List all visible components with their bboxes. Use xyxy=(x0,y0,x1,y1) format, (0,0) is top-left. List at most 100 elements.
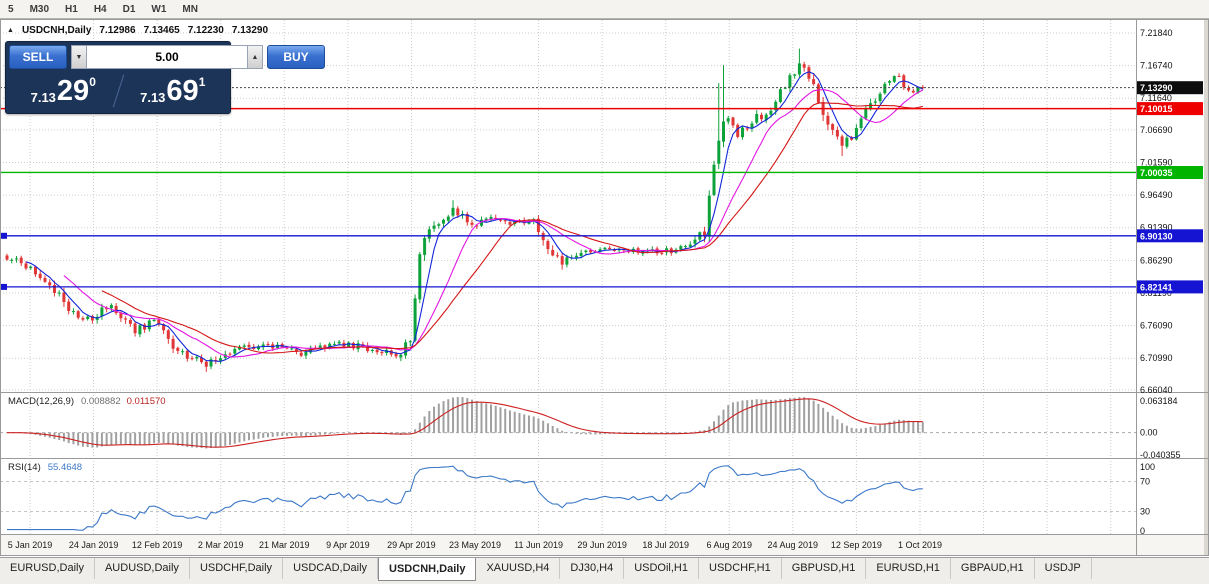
svg-text:21 Mar 2019: 21 Mar 2019 xyxy=(259,540,310,550)
collapse-icon: ▲ xyxy=(7,27,14,34)
bid-pip-digit: 0 xyxy=(89,75,96,89)
chart-symbol-label: USDCNH,Daily xyxy=(21,25,92,36)
rsi-indicator xyxy=(0,465,1136,531)
trade-controls-row: SELL ▼ ▲ BUY xyxy=(9,45,325,69)
current-price-badge: 7.13290 xyxy=(1137,81,1203,95)
bid-price[interactable]: 7.13 29 0 xyxy=(9,72,118,110)
svg-text:30: 30 xyxy=(1140,507,1150,517)
svg-text:6.66040: 6.66040 xyxy=(1140,385,1173,395)
rsi-indicator-label: RSI(14) 55.4648 xyxy=(8,462,82,473)
chart-tab-xauusd-h4[interactable]: XAUUSD,H4 xyxy=(476,558,561,579)
chart-tab-usdoil-h1[interactable]: USDOil,H1 xyxy=(624,558,699,579)
svg-text:1 Oct 2019: 1 Oct 2019 xyxy=(898,540,942,550)
indicator-axes: 0.063184 0.00 -0.040355 100 70 30 0 xyxy=(1140,396,1181,536)
svg-text:5 Jan 2019: 5 Jan 2019 xyxy=(8,540,53,550)
level-price-badge: 7.00035 xyxy=(1137,166,1203,179)
ohlc-close: 7.13290 xyxy=(231,25,269,36)
svg-text:7.01590: 7.01590 xyxy=(1140,158,1173,168)
level-price-badge: 6.90130 xyxy=(1137,229,1203,243)
svg-text:6.70990: 6.70990 xyxy=(1140,353,1173,363)
svg-text:0.00: 0.00 xyxy=(1140,428,1158,438)
period-button-5[interactable]: 5 xyxy=(1,1,21,18)
svg-text:9 Apr 2019: 9 Apr 2019 xyxy=(326,540,370,550)
macd-name: MACD(12,26,9) xyxy=(8,396,74,407)
period-button-w1[interactable]: W1 xyxy=(144,1,173,18)
svg-text:6.82141: 6.82141 xyxy=(1140,282,1173,292)
period-button-d1[interactable]: D1 xyxy=(116,1,143,18)
svg-text:6.96490: 6.96490 xyxy=(1140,190,1173,200)
macd-main-value: 0.008882 xyxy=(81,396,121,407)
period-button-h1[interactable]: H1 xyxy=(58,1,85,18)
bid-prefix: 7.13 xyxy=(30,90,56,105)
svg-text:11 Jun 2019: 11 Jun 2019 xyxy=(514,540,563,550)
price-axis[interactable]: 7.21840 7.16740 7.11640 7.06690 7.01590 6.964… xyxy=(1137,28,1203,395)
level-price-badge: 6.82141 xyxy=(1137,280,1203,294)
chart-tab-gbpusd-h1[interactable]: GBPUSD,H1 xyxy=(782,558,867,579)
ohlc-high: 7.13465 xyxy=(143,25,180,36)
chart-tab-eurusd-daily[interactable]: EURUSD,Daily xyxy=(0,558,95,579)
level-price-badge: 7.10015 xyxy=(1137,102,1203,116)
svg-text:100: 100 xyxy=(1140,462,1155,472)
svg-text:2 Mar 2019: 2 Mar 2019 xyxy=(198,540,244,550)
chart-tab-eurusd-h1[interactable]: EURUSD,H1 xyxy=(866,558,951,579)
ask-price[interactable]: 7.13 69 1 xyxy=(119,72,228,110)
svg-text:12 Sep 2019: 12 Sep 2019 xyxy=(831,540,882,550)
volume-control: ▼ ▲ xyxy=(71,45,263,69)
bid-big-digits: 29 xyxy=(56,75,90,107)
svg-text:0: 0 xyxy=(1140,526,1145,536)
chart-tab-usdcad-daily[interactable]: USDCAD,Daily xyxy=(283,558,379,579)
chart-tab-dj30-h4[interactable]: DJ30,H4 xyxy=(560,558,625,579)
rsi-name: RSI(14) xyxy=(8,462,41,473)
svg-text:12 Feb 2019: 12 Feb 2019 xyxy=(132,540,183,550)
period-button-mn[interactable]: MN xyxy=(175,1,205,18)
svg-text:7.11640: 7.11640 xyxy=(1140,93,1172,103)
ask-prefix: 7.13 xyxy=(140,90,166,105)
volume-increase-button[interactable]: ▲ xyxy=(247,45,263,69)
ma-13-line xyxy=(63,89,924,358)
svg-text:7.10015: 7.10015 xyxy=(1140,104,1173,114)
period-button-h4[interactable]: H4 xyxy=(87,1,114,18)
ohlc-open: 7.12986 xyxy=(99,25,136,36)
time-axis[interactable]: 5 Jan 2019 24 Jan 2019 12 Feb 2019 2 Mar 20… xyxy=(8,540,942,550)
chart-tab-bar: EURUSD,Daily AUDUSD,Daily USDCHF,Daily USDC… xyxy=(0,557,1209,584)
ask-pip-digit: 1 xyxy=(198,75,206,89)
svg-text:23 May 2019: 23 May 2019 xyxy=(449,540,501,550)
svg-text:24 Jan 2019: 24 Jan 2019 xyxy=(69,540,119,550)
candlestick-series xyxy=(5,48,925,372)
chart-tab-usdcnh-daily[interactable]: USDCNH,Daily xyxy=(378,558,477,581)
svg-text:7.16740: 7.16740 xyxy=(1140,61,1173,71)
period-button-m30[interactable]: M30 xyxy=(23,1,56,18)
volume-decrease-button[interactable]: ▼ xyxy=(71,45,87,69)
svg-text:6.76090: 6.76090 xyxy=(1140,321,1173,331)
timeframe-toolbar: 5 M30 H1 H4 D1 W1 MN xyxy=(0,0,1209,19)
ohlc-low: 7.12230 xyxy=(187,25,224,36)
chart-tab-gbpaud-h1[interactable]: GBPAUD,H1 xyxy=(951,558,1035,579)
chart-tab-usdchf-daily[interactable]: USDCHF,Daily xyxy=(190,558,284,579)
svg-text:6.86290: 6.86290 xyxy=(1140,255,1173,265)
chart-title-bar: ▲ USDCNH,Daily 7.12986 7.13465 7.12230 7… xyxy=(7,25,268,36)
svg-text:-0.040355: -0.040355 xyxy=(1140,450,1181,460)
ma-5-line xyxy=(25,71,924,362)
svg-text:70: 70 xyxy=(1140,477,1150,487)
bid-ask-display: 7.13 29 0 7.13 69 1 xyxy=(9,72,227,110)
buy-button[interactable]: BUY xyxy=(267,45,325,69)
svg-text:24 Aug 2019: 24 Aug 2019 xyxy=(768,540,819,550)
svg-text:18 Jul 2019: 18 Jul 2019 xyxy=(642,540,689,550)
svg-text:6.90130: 6.90130 xyxy=(1140,231,1173,241)
svg-text:0.063184: 0.063184 xyxy=(1140,396,1178,406)
ma-21-line xyxy=(101,102,923,354)
ask-big-digits: 69 xyxy=(166,75,199,107)
one-click-trading-panel: SELL ▼ ▲ BUY 7.13 29 0 7.13 69 1 xyxy=(5,41,325,114)
svg-text:7.21840: 7.21840 xyxy=(1140,28,1173,38)
chart-tab-audusd-daily[interactable]: AUDUSD,Daily xyxy=(95,558,190,579)
svg-text:7.13290: 7.13290 xyxy=(1140,83,1173,93)
sell-button[interactable]: SELL xyxy=(9,45,67,69)
chart-tab-usdchf-h1[interactable]: USDCHF,H1 xyxy=(699,558,782,579)
chart-tab-usdjp[interactable]: USDJP xyxy=(1035,558,1092,579)
volume-input[interactable] xyxy=(87,45,247,69)
macd-signal-value: 0.011570 xyxy=(126,396,166,407)
svg-text:6 Aug 2019: 6 Aug 2019 xyxy=(707,540,753,550)
svg-text:7.00035: 7.00035 xyxy=(1140,168,1173,178)
macd-indicator xyxy=(0,397,1136,449)
